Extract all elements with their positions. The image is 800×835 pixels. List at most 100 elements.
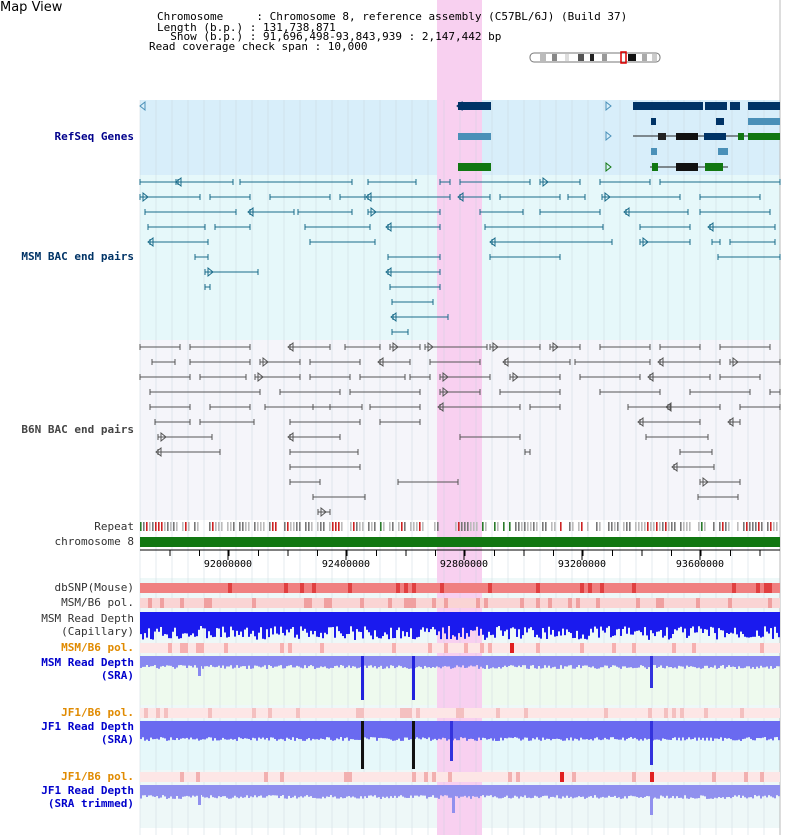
dbsnp-cell bbox=[208, 583, 212, 593]
jf1-depth-sra-bar bbox=[710, 721, 712, 738]
jf1-depth-sra-bar bbox=[642, 721, 644, 741]
jf1-b6-pol-trim-cell bbox=[408, 772, 412, 782]
b6n-pair-arrow bbox=[160, 431, 167, 443]
track-label-repeat: Repeat bbox=[94, 520, 134, 533]
jf1-depth-sra-bar bbox=[660, 721, 662, 741]
jf1-depth-sra-bar bbox=[554, 721, 556, 740]
repeat-mark bbox=[662, 522, 664, 531]
msm-depth-sra-bar bbox=[424, 656, 426, 666]
msm-depth-sra-bar bbox=[516, 656, 518, 668]
jf1-b6-pol-trim-cell bbox=[616, 772, 620, 782]
msm-depth-cap-bar bbox=[516, 612, 518, 637]
msm-depth-cap-bar bbox=[380, 612, 382, 639]
jf1-depth-sra-bar bbox=[700, 721, 702, 740]
jf1-depth-sra-bar bbox=[240, 721, 242, 739]
dbsnp-cell bbox=[680, 583, 684, 593]
msm-b6-pol-sra-cell bbox=[680, 643, 684, 653]
track-label-b6n-bac[interactable]: B6N BAC end pairs bbox=[21, 423, 134, 436]
track-label-chromosome: chromosome 8 bbox=[54, 535, 134, 548]
msm-b6-pol-cell bbox=[776, 598, 780, 608]
jf1-b6-pol-trim-cell bbox=[164, 772, 168, 782]
repeat-mark bbox=[212, 522, 214, 531]
jf1-depth-trim-bar bbox=[190, 785, 192, 798]
jf1-depth-sra-bar bbox=[614, 721, 616, 740]
jf1-depth-sra-bar bbox=[270, 721, 272, 738]
msm-depth-cap-bar bbox=[442, 612, 444, 628]
track-label-refseq[interactable]: RefSeq Genes bbox=[54, 130, 134, 143]
dbsnp-cell bbox=[636, 583, 640, 593]
jf1-depth-sra-bar bbox=[586, 721, 588, 740]
jf1-depth-trim-bar bbox=[192, 785, 194, 796]
msm-depth-cap-bar bbox=[754, 612, 756, 637]
msm-depth-cap-bar bbox=[314, 612, 316, 632]
jf1-depth-trim-bar bbox=[580, 785, 582, 798]
msm-depth-sra-bar bbox=[426, 656, 428, 668]
msm-depth-sra-bar bbox=[740, 656, 742, 669]
dbsnp-cell bbox=[732, 583, 736, 593]
b6n-pair-arrow bbox=[320, 506, 327, 518]
msm-b6-pol-sra-cell bbox=[316, 643, 320, 653]
msm-b6-pol-cell bbox=[376, 598, 380, 608]
jf1-b6-pol-trim-cell bbox=[748, 772, 752, 782]
gene-block bbox=[748, 133, 780, 140]
jf1-depth-trim-bar bbox=[160, 785, 162, 798]
msm-depth-cap-bar bbox=[368, 612, 370, 633]
msm-depth-cap-bar bbox=[150, 612, 152, 640]
track-label-jf1-depth-trim-sub: (SRA trimmed) bbox=[47, 797, 134, 810]
jf1-depth-sra-bar bbox=[256, 721, 258, 741]
jf1-depth-trim-bar bbox=[450, 785, 452, 798]
msm-depth-sra-bar bbox=[266, 656, 268, 669]
msm-depth-sra-bar bbox=[342, 656, 344, 666]
jf1-depth-trim-bar bbox=[326, 785, 328, 797]
msm-depth-sra-bar bbox=[154, 656, 156, 666]
gene-block bbox=[748, 118, 780, 125]
jf1-depth-sra-bar bbox=[474, 721, 476, 741]
jf1-depth-trim-bar bbox=[468, 785, 470, 797]
msm-depth-sra-bar bbox=[558, 656, 560, 669]
jf1-b6-pol-trim-cell bbox=[336, 772, 340, 782]
repeat-mark bbox=[458, 522, 460, 531]
msm-b6-pol-cell bbox=[548, 598, 552, 608]
jf1-depth-sra-bar bbox=[772, 721, 774, 741]
msm-depth-cap-bar bbox=[248, 612, 250, 637]
msm-depth-cap-bar bbox=[490, 612, 492, 636]
jf1-b6-pol-cell bbox=[532, 708, 536, 718]
dbsnp-cell bbox=[492, 583, 496, 593]
repeat-mark bbox=[371, 522, 373, 531]
jf1-depth-trim-bar bbox=[724, 785, 726, 799]
coverage-span-info: Read coverage check span : 10,000 bbox=[149, 40, 368, 53]
msm-b6-pol-sra-cell bbox=[152, 643, 156, 653]
msm-b6-pol-sra-cell bbox=[364, 643, 368, 653]
msm-depth-sra-bar bbox=[232, 656, 234, 669]
jf1-depth-sra-bar bbox=[556, 721, 558, 739]
repeat-mark bbox=[482, 522, 484, 531]
msm-b6-pol-cell bbox=[680, 598, 684, 608]
track-label-msm-b6-pol: MSM/B6 pol. bbox=[61, 596, 134, 609]
dbsnp-cell bbox=[436, 583, 440, 593]
track-label-msm-bac[interactable]: MSM BAC end pairs bbox=[21, 250, 134, 263]
dbsnp-cell bbox=[172, 583, 176, 593]
jf1-depth-trim-bar bbox=[562, 785, 564, 797]
jf1-depth-sra-bar bbox=[558, 721, 560, 739]
jf1-depth-trim-bar bbox=[502, 785, 504, 798]
jf1-depth-sra-bar bbox=[720, 721, 722, 738]
msm-b6-pol-cell bbox=[716, 598, 720, 608]
jf1-depth-sra-bar bbox=[392, 721, 394, 741]
repeat-mark bbox=[218, 522, 220, 531]
jf1-depth-trim-bar bbox=[246, 785, 248, 796]
jf1-depth-trim-bar bbox=[170, 785, 172, 797]
dbsnp-cell bbox=[776, 583, 780, 593]
jf1-depth-trim-bar bbox=[662, 785, 664, 797]
dbsnp-cell bbox=[148, 583, 152, 593]
msm-depth-cap-bar bbox=[778, 612, 780, 638]
jf1-depth-trim-bar bbox=[514, 785, 516, 796]
dbsnp-cell bbox=[700, 583, 704, 593]
msm-b6-pol-sra-cell bbox=[360, 643, 364, 653]
msm-depth-sra-bar bbox=[418, 656, 420, 667]
jf1-depth-trim-bar bbox=[572, 785, 574, 799]
jf1-depth-sra-bar bbox=[416, 721, 418, 738]
jf1-depth-trim-bar bbox=[682, 785, 684, 799]
msm-depth-sra-bar bbox=[514, 656, 516, 667]
jf1-depth-trim-bar bbox=[668, 785, 670, 799]
msm-depth-sra-bar bbox=[500, 656, 502, 669]
